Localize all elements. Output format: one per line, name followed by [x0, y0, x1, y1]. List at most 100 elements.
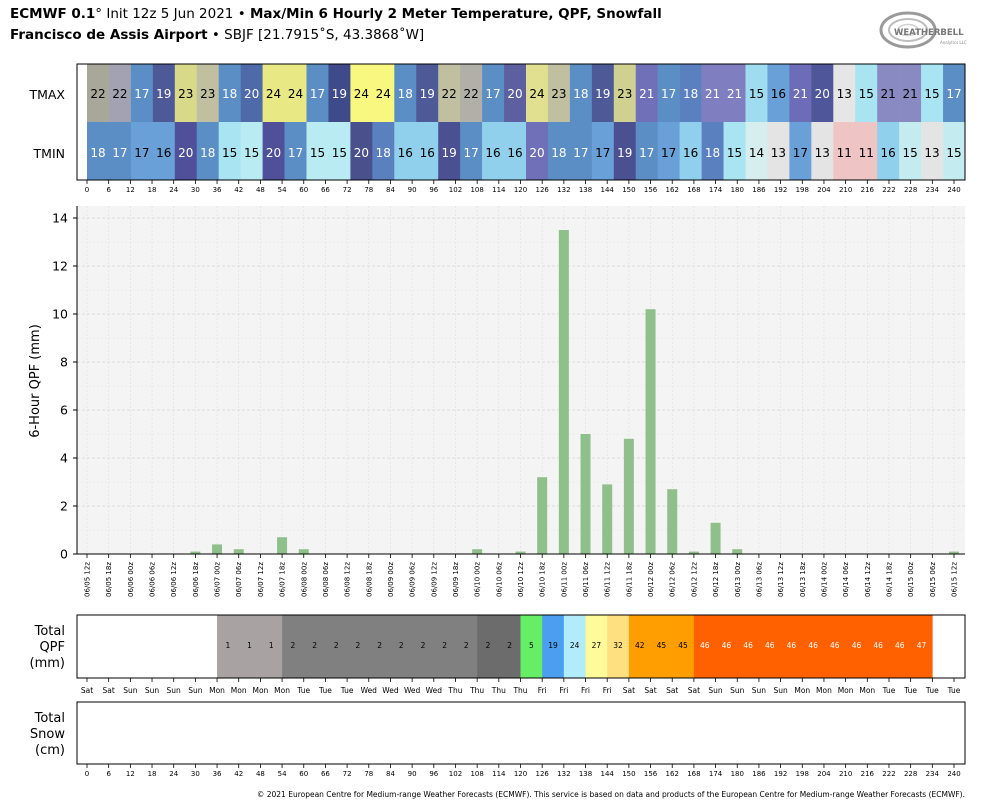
tmin-label: TMIN — [33, 146, 65, 161]
tmin-value: 18 — [705, 146, 720, 160]
qpf-bar — [472, 549, 483, 554]
hour-tick-label: 144 — [601, 770, 615, 778]
tmax-cell — [130, 64, 154, 122]
total-qpf-cell — [498, 615, 521, 678]
tmin-cell — [811, 122, 834, 180]
x-tick-label: 06/09 06z — [409, 562, 417, 597]
tmin-cell — [679, 122, 702, 180]
tmax-cell — [547, 64, 571, 122]
hour-tick-label: 222 — [882, 770, 895, 778]
tmax-value: 17 — [134, 87, 149, 101]
hour-tick-label: 120 — [514, 186, 527, 194]
x-tick-label: 06/06 12z — [170, 562, 178, 597]
total-qpf-cell — [845, 615, 868, 678]
hour-tick-label: 192 — [774, 770, 787, 778]
tmax-value: 17 — [946, 87, 961, 101]
total-qpf-cell — [412, 615, 435, 678]
hour-tick-label: 126 — [535, 186, 549, 194]
tmin-value: 15 — [222, 146, 237, 160]
total-qpf-value: 2 — [291, 641, 296, 650]
tmin-value: 18 — [90, 146, 105, 160]
tmax-cell — [108, 64, 132, 122]
tmin-value: 16 — [485, 146, 500, 160]
tmax-cell — [789, 64, 812, 122]
hour-tick-label: 72 — [343, 186, 352, 194]
tmax-value: 15 — [924, 87, 939, 101]
total-qpf-cell — [195, 615, 218, 678]
tmax-value: 20 — [507, 87, 522, 101]
tmax-cell — [745, 64, 768, 122]
total-qpf-cell — [737, 615, 760, 678]
hour-tick-label: 168 — [687, 186, 700, 194]
tmax-value: 22 — [112, 87, 127, 101]
x-tick-label: 06/11 06z — [582, 562, 590, 597]
hour-tick-label: 234 — [926, 186, 940, 194]
tmax-cell — [394, 64, 417, 122]
x-tick-label: 06/08 06z — [322, 562, 330, 597]
hour-tick-label: 132 — [557, 770, 570, 778]
tmin-value: 17 — [112, 146, 127, 160]
tmin-cell — [657, 122, 680, 180]
qpf-x-axis: 06/05 12z 06/05 18z 06/06 00z 06/06 06z 06/0… — [84, 554, 959, 597]
tmin-value: 13 — [771, 146, 786, 160]
total-qpf-cell — [867, 615, 890, 678]
tmin-cell — [482, 122, 505, 180]
day-tick-label: Tue — [925, 686, 939, 695]
total-qpf-value: 46 — [830, 641, 840, 650]
hour-tick-label: 84 — [386, 186, 395, 194]
weatherbell-logo: WEATHERBELL Analytics LLC — [879, 11, 967, 49]
tmax-cell — [416, 64, 439, 122]
total-qpf-value: 2 — [421, 641, 426, 650]
hour-tick-label: 72 — [343, 770, 352, 778]
tmin-cell — [833, 122, 856, 180]
hour-tick-label: 42 — [234, 186, 243, 194]
qpf-y-label: 6-Hour QPF (mm) — [28, 324, 43, 438]
tmin-value: 15 — [727, 146, 742, 160]
tmin-value: 17 — [573, 146, 588, 160]
tmax-cell — [613, 64, 637, 122]
day-tick-label: Sat — [688, 686, 700, 695]
hour-tick-label: 0 — [85, 186, 89, 194]
x-tick-label: 06/14 00z — [820, 562, 828, 597]
tmax-cell — [196, 64, 219, 122]
x-tick-label: 06/14 18z — [885, 562, 893, 597]
day-tick-label: Sun — [708, 686, 723, 695]
hour-tick-label: 78 — [364, 186, 373, 194]
day-tick-label: Thu — [469, 686, 484, 695]
temperature-frame — [76, 63, 966, 181]
tmax-value: 18 — [573, 87, 588, 101]
tmin-value: 16 — [156, 146, 171, 160]
total-qpf-cell — [433, 615, 456, 678]
total-qpf-cell — [152, 615, 174, 678]
x-tick-label: 06/11 12z — [604, 562, 612, 597]
tmin-value: 17 — [661, 146, 676, 160]
day-tick-label: Sun — [730, 686, 745, 695]
total-qpf-cell — [585, 615, 608, 678]
hour-tick-label: 18 — [148, 186, 157, 194]
total-snow-panel: Total Snow (cm) 0 6 12 18 24 30 36 42 48 54 60 66 72… — [30, 701, 966, 778]
tmin-value: 17 — [463, 146, 478, 160]
tmax-value: 17 — [661, 87, 676, 101]
tmax-label: TMAX — [28, 87, 65, 102]
x-tick-label: 06/15 06z — [929, 562, 937, 597]
hour-tick-label: 96 — [429, 770, 438, 778]
hour-tick-label: 198 — [796, 770, 809, 778]
station-coordinates: SBJF [21.7915˚S, 43.3868˚W] — [224, 27, 425, 43]
day-tick-label: Mon — [252, 686, 268, 695]
tmin-cell — [767, 122, 790, 180]
header-line-1: ECMWF 0.1° Init 12z 5 Jun 2021 • Max/Min… — [10, 6, 662, 22]
total-qpf-cell — [672, 615, 695, 678]
total-qpf-cell — [390, 615, 413, 678]
tmax-value: 21 — [881, 87, 896, 101]
total-qpf-cell — [607, 615, 630, 678]
qpf-bar — [732, 549, 743, 554]
logo-text: WEATHERBELL — [894, 28, 964, 38]
tmin-value: 15 — [332, 146, 347, 160]
total-qpf-cell — [130, 615, 153, 678]
hour-tick-label: 0 — [85, 770, 89, 778]
hour-tick-label: 120 — [514, 770, 527, 778]
tmin-value: 16 — [507, 146, 522, 160]
hour-tick-label: 30 — [191, 186, 200, 194]
tmin-cell — [943, 122, 966, 180]
total-qpf-value: 47 — [917, 641, 927, 650]
